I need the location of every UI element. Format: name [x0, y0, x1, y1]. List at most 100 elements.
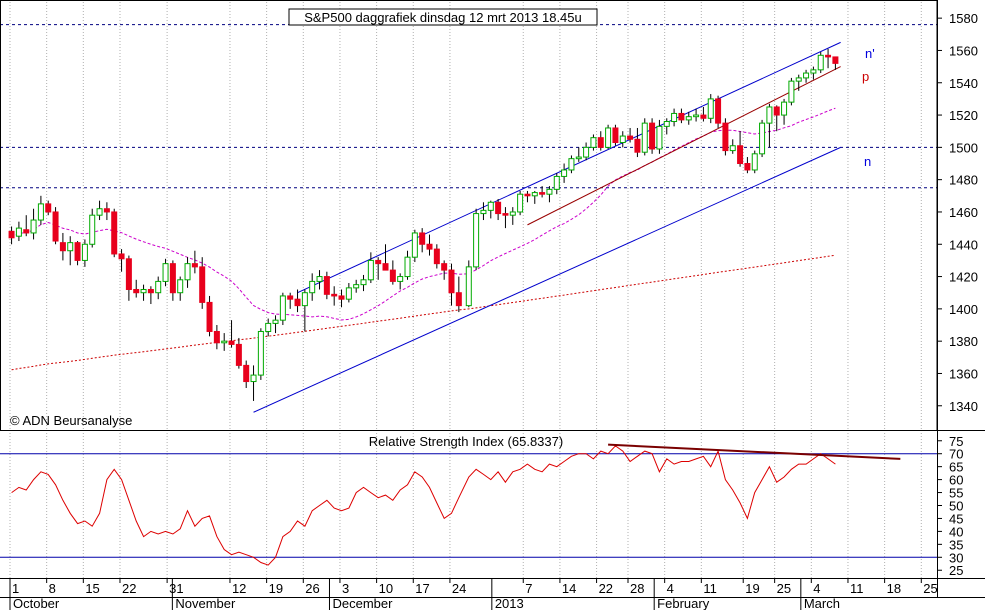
- candle-body: [338, 295, 345, 300]
- copyright-label: © ADN Beursanalyse: [10, 413, 132, 428]
- price-y-label: 1500: [949, 140, 978, 155]
- x-tick-label: 17: [415, 581, 429, 596]
- candle-body: [729, 145, 736, 152]
- candle-body: [375, 259, 382, 265]
- candle-body: [751, 153, 758, 171]
- rsi-line: [11, 445, 836, 566]
- x-tick-label: 14: [562, 581, 576, 596]
- candle-body: [45, 203, 52, 213]
- candle-body: [316, 276, 323, 282]
- x-tick-label: 15: [85, 581, 99, 596]
- rsi-y-label: 75: [949, 434, 963, 449]
- x-tick-label: 22: [122, 581, 136, 596]
- candle-body: [331, 293, 338, 297]
- candle-body: [162, 263, 169, 282]
- candle-body: [817, 54, 824, 71]
- month-label: March: [804, 596, 840, 610]
- candle-body: [96, 208, 103, 216]
- rsi-y-label: 25: [949, 563, 963, 578]
- candle-body: [612, 127, 619, 144]
- candle-body: [568, 158, 575, 171]
- candle-body: [287, 295, 294, 300]
- x-tick-label: 4: [813, 581, 820, 596]
- rsi-y-label: 45: [949, 511, 963, 526]
- candle-body: [389, 269, 396, 282]
- candle-body: [426, 243, 433, 250]
- candle-body: [441, 263, 448, 271]
- candle-body: [250, 374, 257, 383]
- candle-body: [243, 364, 250, 383]
- candle-body: [235, 343, 242, 366]
- candle-body: [59, 242, 66, 252]
- price-y-label: 1520: [949, 108, 978, 123]
- candle-body: [133, 288, 140, 294]
- candle-body: [561, 169, 568, 177]
- candle-body: [707, 98, 714, 119]
- candle-body: [155, 280, 162, 294]
- candle-body: [433, 248, 440, 265]
- candle-body: [221, 340, 228, 344]
- candle-body: [788, 80, 795, 103]
- candle-body: [8, 230, 15, 239]
- x-tick-label: 26: [305, 581, 319, 596]
- candle-body: [781, 101, 788, 116]
- candle-body: [810, 69, 817, 74]
- ma-long-line: [11, 254, 836, 371]
- rsi-trendline: [608, 443, 901, 460]
- x-tick-label: 10: [379, 581, 393, 596]
- candle-body: [495, 201, 502, 215]
- candle-body: [177, 279, 184, 294]
- candle-body: [766, 106, 773, 124]
- candle-body: [803, 72, 810, 79]
- candle-body: [656, 125, 663, 150]
- ma-short-line: [11, 107, 836, 321]
- channel-lower-line-n: [253, 146, 841, 413]
- title-box: [288, 8, 598, 26]
- x-tick-label: 28: [630, 581, 644, 596]
- month-label: October: [13, 596, 60, 610]
- candle-body: [228, 340, 235, 345]
- candle-body: [685, 116, 692, 121]
- price-y-label: 1560: [949, 43, 978, 58]
- candle-body: [487, 201, 494, 211]
- rsi-y-label: 60: [949, 473, 963, 488]
- candle-body: [678, 112, 685, 121]
- rsi-y-label: 70: [949, 447, 963, 462]
- candle-body: [213, 330, 220, 344]
- x-tick-label: 19: [269, 581, 283, 596]
- candle-body: [37, 203, 44, 221]
- chart-title: S&P500 daggrafiek dinsdag 12 mrt 2013 18…: [304, 10, 582, 25]
- candle-body: [700, 114, 707, 119]
- candle-body: [634, 138, 641, 153]
- candle-body: [67, 242, 74, 252]
- candle-body: [524, 193, 531, 197]
- x-tick-label: 7: [525, 581, 532, 596]
- candle-body: [111, 211, 118, 255]
- candle-body: [147, 288, 154, 294]
- x-tick-label: 25: [923, 581, 937, 596]
- candle-body: [737, 145, 744, 165]
- candle-body: [323, 276, 330, 295]
- candle-body: [448, 269, 455, 294]
- candle-body: [663, 121, 670, 127]
- candle-body: [81, 243, 88, 261]
- price-y-label: 1480: [949, 173, 978, 188]
- month-label: December: [332, 596, 393, 610]
- x-tick-label: 31: [169, 581, 183, 596]
- price-y-label: 1540: [949, 76, 978, 91]
- candle-body: [502, 213, 509, 216]
- rsi-y-label: 30: [949, 550, 963, 565]
- candle-body: [257, 330, 264, 376]
- candle-body: [272, 319, 279, 324]
- month-label: 2013: [495, 596, 524, 610]
- annotation-n: n: [864, 154, 871, 169]
- x-tick-label: 1: [12, 581, 19, 596]
- candle-body: [597, 137, 604, 148]
- candle-body: [419, 232, 426, 245]
- month-label: February: [657, 596, 710, 610]
- x-tick-label: 18: [887, 581, 901, 596]
- candle-body: [404, 256, 411, 278]
- candle-body: [583, 146, 590, 158]
- candle-body: [539, 192, 546, 195]
- candle-body: [15, 227, 22, 237]
